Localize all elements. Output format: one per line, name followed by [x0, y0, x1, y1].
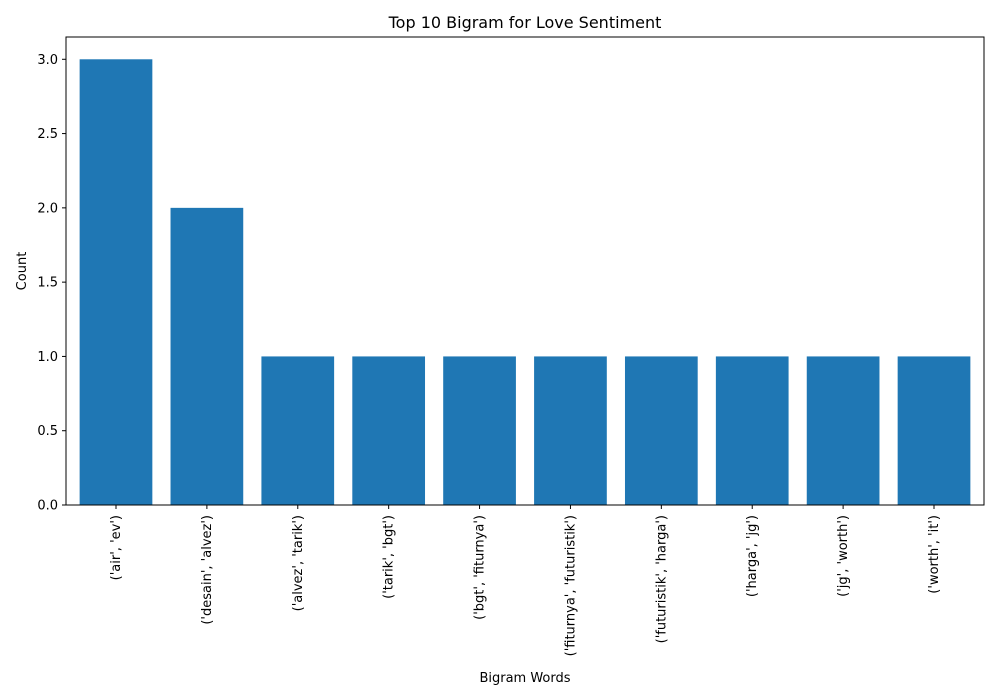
x-tick-label: ('harga', 'jg') [745, 515, 760, 597]
x-axis-label: Bigram Words [479, 671, 570, 686]
y-tick-label: 1.0 [37, 350, 58, 365]
bar-5 [534, 356, 607, 505]
bar-9 [897, 356, 971, 505]
x-tick-label: ('tarik', 'bgt') [382, 515, 397, 599]
x-tick-label: ('worth', 'it') [927, 515, 942, 594]
y-axis-label: Count [15, 252, 30, 291]
bar-3 [352, 356, 426, 505]
bar-2 [261, 356, 335, 505]
x-tick-label: ('desain', 'alvez') [200, 515, 215, 625]
y-tick-label: 0.0 [37, 499, 58, 514]
y-axis-ticks: 0.0 0.5 1.0 1.5 2.0 2.5 3.0 [37, 53, 66, 514]
bar-4 [443, 356, 516, 505]
bar-1 [170, 207, 244, 505]
x-tick-label: ('fiturnya', 'futuristik') [563, 515, 578, 656]
x-axis-ticks: ('air', 'ev') ('desain', 'alvez') ('alvez'… [109, 505, 942, 656]
y-tick-label: 0.5 [37, 424, 58, 439]
x-tick-label: ('jg', 'worth') [836, 515, 851, 597]
bars-group [79, 59, 971, 506]
bar-6 [624, 356, 698, 505]
x-tick-label: ('alvez', 'tarik') [291, 515, 306, 611]
bar-8 [806, 356, 880, 505]
x-tick-label: ('futuristik', 'harga') [654, 515, 669, 643]
plot-frame [65, 36, 985, 506]
bar-0 [79, 59, 153, 506]
y-tick-label: 2.0 [37, 201, 58, 216]
x-tick-label: ('bgt', 'fiturnya') [473, 515, 488, 620]
y-tick-label: 3.0 [37, 53, 58, 68]
y-tick-label: 2.5 [37, 127, 58, 142]
bar-7 [715, 356, 789, 505]
x-tick-label: ('air', 'ev') [109, 515, 124, 580]
chart-title: Top 10 Bigram for Love Sentiment [388, 13, 662, 32]
y-tick-label: 1.5 [37, 276, 58, 291]
